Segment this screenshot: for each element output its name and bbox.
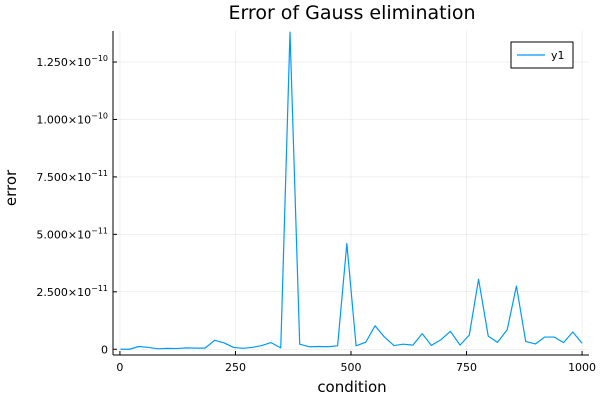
x-tick-label: 1000 [568,361,596,374]
y-tick-label: 2.500×10−11 [36,284,108,299]
x-tick-label: 0 [116,361,123,374]
chart-title: Error of Gauss elimination [228,2,475,24]
series-line-y1 [120,31,583,350]
y-tick-label: 5.000×10−11 [36,226,108,241]
x-tick-label: 250 [225,361,246,374]
y-tick-label: 1.000×10−10 [36,111,108,126]
y-tick-label: 1.250×10−10 [36,54,108,69]
x-tick-label: 750 [456,361,477,374]
y-axis-label: error [2,169,20,206]
x-tick-label: 500 [341,361,362,374]
tick-labels: 0 250 500 750 1000 0 2.500×10−11 5.000×10−11 7.5… [36,54,596,374]
axes [112,31,589,356]
legend-label-y1: y1 [551,49,565,62]
y-tick-label: 7.500×10−11 [36,169,108,184]
y-tick-label: 0 [101,343,108,356]
x-axis-label: condition [317,378,386,396]
grid [113,31,589,355]
series-layer [120,31,583,350]
legend: y1 [510,41,574,69]
